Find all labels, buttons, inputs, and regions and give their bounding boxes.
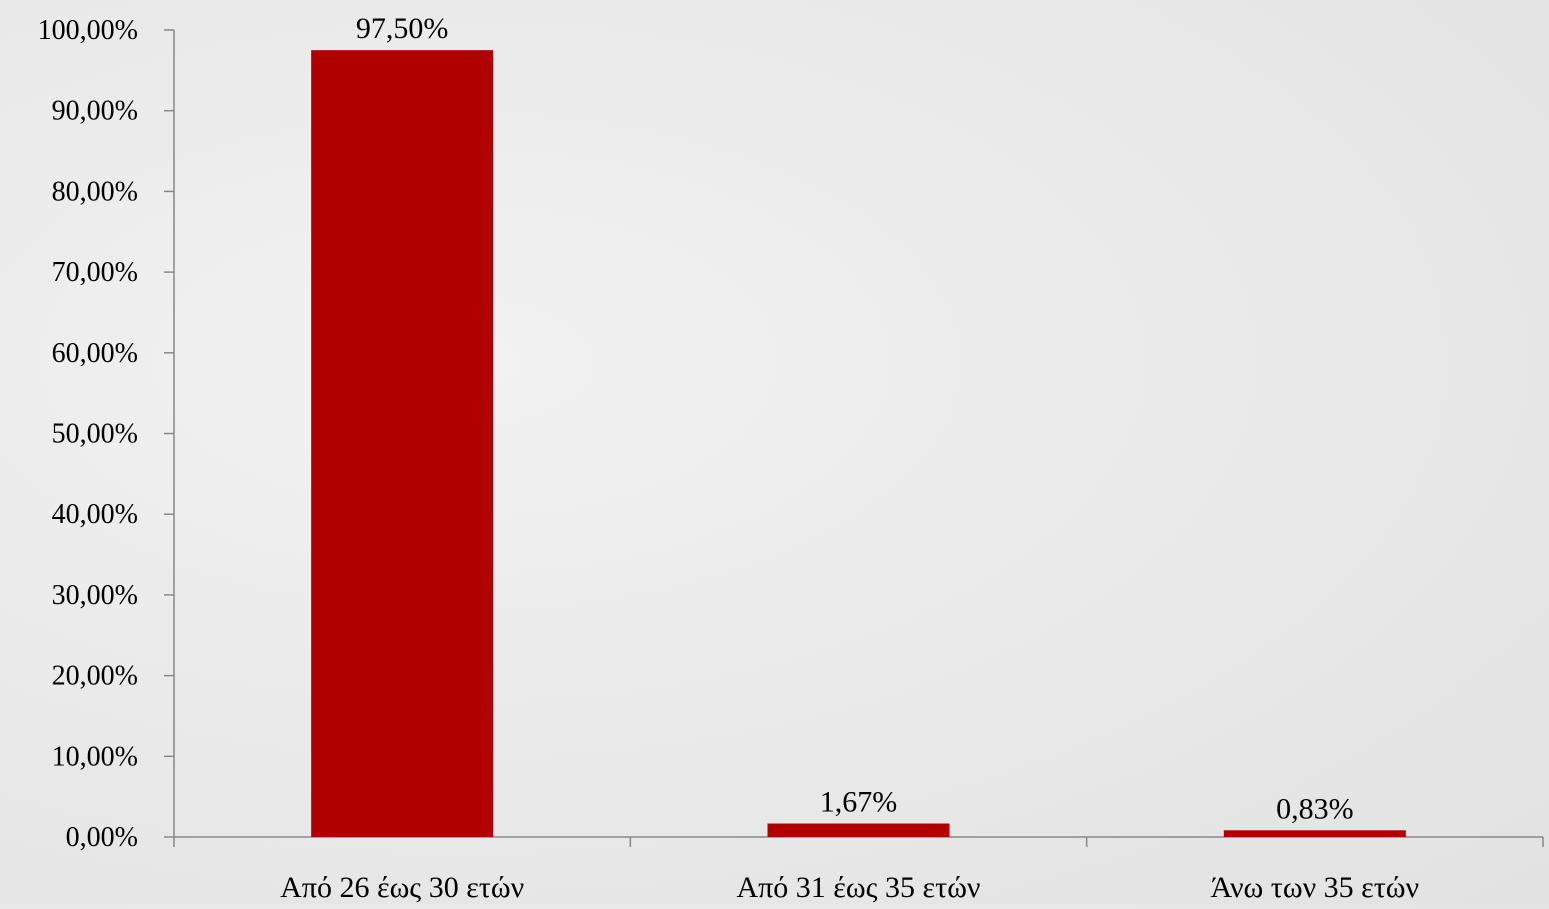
x-tick-label: Από 26 έως 30 ετών [280,871,524,904]
y-tick-label: 90,00% [52,96,138,127]
bar [311,50,494,838]
y-axis: 0,00% 10,00% 20,00% 30,00% 40,00% 50,00% 60,00… [38,15,175,853]
data-label: 0,83% [1276,792,1354,825]
bar [1223,830,1406,837]
y-tick-label: 20,00% [52,661,138,692]
y-tick-label: 60,00% [52,338,138,369]
y-tick-label: 70,00% [52,257,138,288]
y-tick-label: 80,00% [52,176,138,207]
x-tick-label: Άνω των 35 ετών [1211,871,1420,904]
x-tick-label: Από 31 έως 35 ετών [737,871,981,904]
x-axis: Από 26 έως 30 ετών Από 31 έως 35 ετών Άνω … [173,836,1544,904]
y-tick-label: 0,00% [66,822,138,853]
bar [767,823,950,837]
y-tick-label: 100,00% [38,15,138,46]
y-tick-label: 10,00% [52,741,138,772]
y-tick-label: 50,00% [52,419,138,450]
y-tick-label: 40,00% [52,499,138,530]
data-labels: 97,50% 1,67% 0,83% [356,12,1354,825]
data-label: 1,67% [820,786,898,819]
data-label: 97,50% [356,12,449,45]
y-tick-label: 30,00% [52,580,138,611]
bars [311,50,1406,838]
